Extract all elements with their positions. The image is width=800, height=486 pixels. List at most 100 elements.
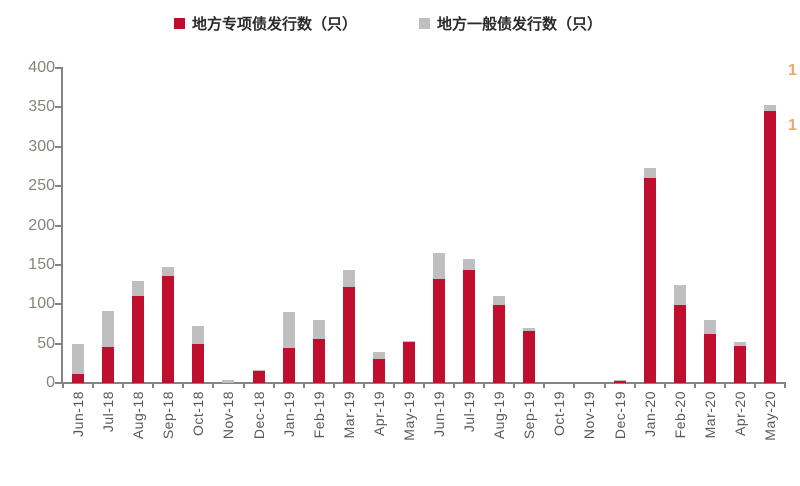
x-axis-label: Sep-18 [160, 391, 177, 440]
bar-segment-general-bond [132, 280, 145, 297]
y-axis-label: 350 [28, 98, 55, 116]
right-axis-clipped-label: 1 [788, 117, 797, 134]
x-axis-tick [92, 383, 95, 388]
y-axis-label: 400 [28, 59, 55, 76]
y-axis-tick [55, 303, 61, 306]
x-axis-tick [212, 383, 215, 388]
bar-stack [252, 370, 265, 383]
legend-swatch-general-bond-icon [419, 18, 430, 29]
bar-segment-special-bond [72, 373, 85, 383]
bar-segment-special-bond [282, 347, 295, 383]
bar-segment-special-bond [192, 343, 205, 383]
x-axis-tick [392, 383, 395, 388]
bar-stack [433, 253, 446, 383]
x-axis-label: Sep-19 [521, 391, 538, 440]
legend-item-special-bond: 地方专项债发行数（只） [173, 13, 357, 34]
y-axis-tick [55, 382, 61, 384]
x-axis-tick [362, 383, 365, 388]
x-axis-tick [543, 383, 546, 388]
legend-item-general-bond: 地方一般债发行数（只） [419, 13, 602, 34]
y-axis-line [61, 67, 63, 384]
bar-segment-general-bond [192, 326, 205, 344]
bar-segment-special-bond [102, 346, 115, 383]
bar-segment-special-bond [372, 359, 385, 383]
bar-segment-special-bond [643, 178, 656, 383]
x-axis-label: Jan-19 [280, 391, 297, 437]
bar-segment-general-bond [463, 258, 476, 270]
bar-segment-general-bond [703, 320, 716, 335]
bar-segment-general-bond [433, 253, 446, 280]
bar-segment-special-bond [763, 111, 776, 383]
x-axis-tick [62, 383, 64, 388]
x-axis-tick [603, 383, 606, 388]
x-axis-label: Mar-19 [340, 391, 357, 439]
bar-segment-general-bond [162, 267, 175, 276]
legend-label-special-bond: 地方专项债发行数（只） [191, 15, 357, 33]
bar-stack [72, 343, 85, 383]
bar-stack [463, 258, 476, 383]
x-axis-label: Jul-18 [100, 391, 117, 433]
y-axis-tick [55, 145, 61, 148]
x-axis-tick [302, 383, 305, 388]
bar-stack [643, 168, 656, 383]
x-axis-tick [182, 383, 185, 388]
x-axis-tick [423, 383, 425, 388]
x-axis-label: Mar-20 [701, 391, 718, 439]
bar-segment-special-bond [493, 305, 506, 383]
bar-stack [493, 296, 506, 383]
x-axis-tick [573, 383, 576, 388]
y-axis-label: 50 [37, 334, 55, 352]
x-axis-label: Nov-19 [581, 391, 598, 440]
legend-swatch-special-bond-icon [173, 18, 185, 29]
bar-stack [162, 267, 175, 383]
bar-stack [372, 351, 385, 383]
bar-stack [282, 312, 295, 383]
x-axis-label: Aug-19 [491, 391, 508, 440]
bar-stack [673, 285, 686, 383]
bar-stack [703, 320, 716, 383]
y-axis-tick [55, 342, 61, 345]
x-axis-label: Apr-19 [370, 391, 387, 437]
bar-segment-special-bond [342, 286, 355, 383]
x-axis-label: Dec-18 [250, 391, 267, 440]
plot-area [63, 68, 785, 383]
x-axis-tick [784, 383, 786, 388]
y-axis-tick [55, 224, 61, 227]
bar-segment-general-bond [282, 312, 295, 348]
legend-label-general-bond: 地方一般债发行数（只） [437, 15, 603, 33]
y-axis-tick [55, 263, 61, 266]
y-axis-label: 0 [46, 374, 55, 391]
x-axis-tick [483, 383, 486, 388]
bar-segment-general-bond [733, 342, 746, 346]
x-axis-tick [663, 383, 666, 388]
x-axis-label: Oct-19 [551, 391, 568, 437]
x-axis-tick [723, 383, 726, 388]
bar-segment-general-bond [643, 168, 656, 179]
x-axis-label: Jan-20 [641, 391, 658, 437]
y-axis-label: 250 [28, 177, 55, 195]
bar-segment-special-bond [463, 269, 476, 383]
x-axis-tick [332, 383, 335, 388]
bar-stack [733, 342, 746, 383]
bar-stack [192, 326, 205, 383]
bar-segment-special-bond [252, 371, 265, 383]
x-axis-label: Feb-20 [671, 391, 688, 439]
chart-legend: 地方专项债发行数（只） 地方一般债发行数（只） [0, 13, 788, 34]
x-axis-label: Nov-18 [220, 391, 237, 440]
bar-stack [523, 327, 536, 383]
y-axis-tick [55, 67, 61, 69]
y-axis-label: 150 [28, 255, 55, 273]
y-axis-label: 300 [28, 137, 55, 155]
bar-segment-general-bond [493, 296, 506, 306]
bar-stack [402, 340, 415, 383]
bar-segment-special-bond [162, 275, 175, 383]
bar-segment-special-bond [613, 380, 626, 383]
x-axis-tick [272, 383, 275, 388]
bar-segment-special-bond [312, 338, 325, 383]
bar-segment-general-bond [523, 327, 536, 332]
bar-segment-general-bond [312, 320, 325, 339]
bar-stack [613, 379, 626, 383]
right-axis-clipped-label: 1 [788, 62, 797, 79]
x-axis-label: Oct-18 [190, 391, 207, 437]
